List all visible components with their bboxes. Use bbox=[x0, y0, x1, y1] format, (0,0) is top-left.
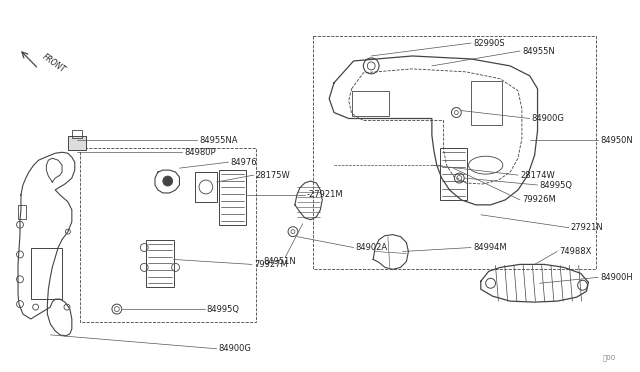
Bar bbox=[79, 148, 256, 322]
Text: 84994M: 84994M bbox=[473, 243, 507, 252]
Text: 28175W: 28175W bbox=[256, 171, 291, 180]
Text: 䤀00: 䤀00 bbox=[603, 354, 616, 361]
Circle shape bbox=[163, 176, 173, 186]
Bar bbox=[68, 137, 86, 150]
Text: 84900G: 84900G bbox=[532, 114, 564, 123]
Text: 84995Q: 84995Q bbox=[207, 305, 240, 314]
Text: 82990S: 82990S bbox=[473, 39, 504, 48]
Text: 84955N: 84955N bbox=[522, 46, 555, 55]
Text: 84951N: 84951N bbox=[264, 257, 296, 266]
Text: 84900H: 84900H bbox=[600, 273, 633, 282]
Text: 28174W: 28174W bbox=[520, 171, 555, 180]
Bar bbox=[146, 240, 173, 287]
Text: 84980P: 84980P bbox=[184, 148, 216, 157]
Bar bbox=[31, 247, 62, 299]
Text: FRONT: FRONT bbox=[40, 52, 67, 75]
Bar bbox=[219, 170, 246, 225]
Bar bbox=[312, 36, 596, 269]
Text: 84955NA: 84955NA bbox=[199, 136, 237, 145]
Bar bbox=[18, 205, 26, 219]
Text: 27921N: 27921N bbox=[571, 223, 604, 232]
Text: 84900G: 84900G bbox=[219, 344, 252, 353]
Bar bbox=[471, 81, 502, 125]
Text: 84995Q: 84995Q bbox=[540, 180, 573, 189]
Text: 84976: 84976 bbox=[230, 158, 257, 167]
Text: 79926M: 79926M bbox=[522, 195, 556, 204]
Bar bbox=[351, 91, 389, 116]
Text: 79927M: 79927M bbox=[254, 260, 287, 269]
Text: -27921M: -27921M bbox=[307, 190, 343, 199]
Text: 74988X: 74988X bbox=[559, 247, 591, 256]
Text: 84902A: 84902A bbox=[356, 243, 388, 252]
Text: 84950N: 84950N bbox=[600, 136, 633, 145]
Bar bbox=[72, 131, 82, 138]
Bar bbox=[440, 148, 467, 200]
Bar bbox=[195, 172, 216, 202]
